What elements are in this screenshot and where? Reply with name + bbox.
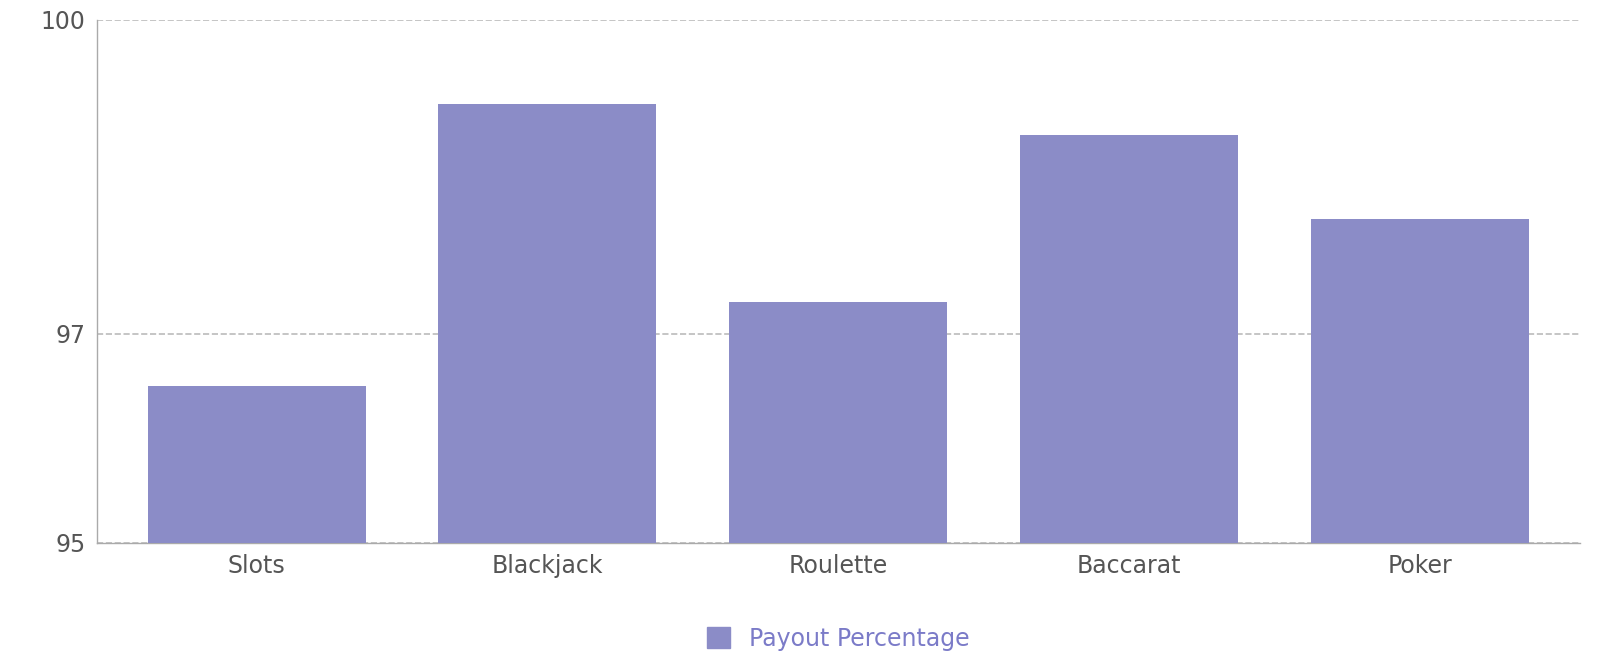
Bar	[1311, 218, 1528, 543]
Bar	[1020, 135, 1238, 543]
Bar	[729, 303, 948, 543]
Legend: Payout Percentage: Payout Percentage	[698, 618, 978, 660]
Bar	[148, 386, 366, 543]
Bar	[438, 103, 656, 543]
